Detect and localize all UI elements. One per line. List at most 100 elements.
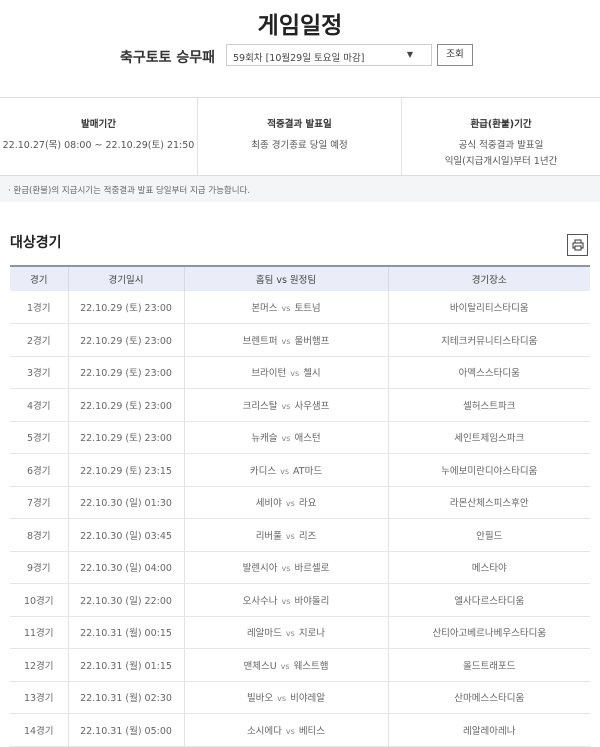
match-teams: 크리스탈 vs 사우샘프 [183, 388, 388, 422]
vs-label: vs [281, 596, 291, 606]
match-datetime: 22.10.29 (토) 23:00 [67, 323, 184, 357]
table-row: 10경기 22.10.30 (일) 22:00 오사수나 vs 바야돌리 엘사다르스… [10, 583, 590, 617]
chevron-down-icon: ▼ [406, 50, 413, 59]
match-venue: 안필드 [387, 518, 590, 552]
match-no: 5경기 [10, 421, 68, 454]
away-team: 웨스트햄 [293, 660, 329, 672]
match-teams: 브렌트퍼 vs 울버햄프 [183, 323, 388, 357]
refund-period-line: 익일(지급개시일)부터 1년간 [444, 156, 558, 167]
match-no: 8경기 [10, 518, 68, 552]
match-no: 9경기 [10, 551, 68, 584]
vs-label: vs [281, 336, 291, 346]
match-datetime: 22.10.31 (월) 00:15 [67, 616, 184, 649]
printer-icon [572, 239, 583, 251]
round-selector-row: 축구토토 승무패 59회차 [10월29일 토요일 마감] ▼ 조회 [0, 44, 600, 66]
match-venue: 누에보미란디야스타디움 [387, 453, 590, 487]
match-venue: 산마메스스타디움 [387, 681, 590, 714]
match-venue: 라몬산체스피스후안 [387, 486, 590, 519]
table-row: 9경기 22.10.30 (일) 04:00 발렌시아 vs 바르셀로 메스타야 [10, 551, 590, 584]
home-team: 카디스 [249, 465, 277, 477]
match-teams: 오사수나 vs 바야돌리 [183, 583, 388, 617]
home-team: 뉴캐슬 [251, 433, 278, 445]
table-row: 14경기 22.10.31 (월) 05:00 소시에다 vs 베티스 레알레아레나 [10, 713, 590, 747]
table-row: 3경기 22.10.29 (토) 23:00 브라이턴 vs 첼시 아멕스스타디움 [10, 356, 590, 389]
match-teams: 리버풀 vs 리즈 [183, 518, 388, 552]
away-team: 첼시 [303, 368, 321, 380]
match-no: 10경기 [10, 583, 68, 617]
match-teams: 레알마드 vs 지로나 [183, 616, 388, 649]
vs-label: vs [281, 401, 291, 411]
table-row: 2경기 22.10.29 (토) 23:00 브렌트퍼 vs 울버햄프 지테크커뮤니… [10, 323, 590, 357]
match-teams: 세비야 vs 라요 [183, 486, 388, 519]
match-datetime: 22.10.31 (월) 02:30 [67, 681, 184, 714]
table-row: 7경기 22.10.30 (일) 01:30 세비야 vs 라요 라몬산체스피스후안 [10, 486, 590, 519]
match-table: 경기 경기일시 홈팀 vs 원정팀 경기장소 1경기 22.10.29 (토) … [10, 265, 590, 747]
match-datetime: 22.10.29 (토) 23:00 [67, 421, 184, 454]
home-team: 맨체스U [243, 660, 277, 672]
table-row: 6경기 22.10.29 (토) 23:15 카디스 vs AT마드 누에보미란디야… [10, 453, 590, 487]
match-venue: 엘사다르스타디움 [387, 583, 590, 617]
match-datetime: 22.10.31 (월) 05:00 [67, 713, 184, 747]
home-team: 브렌트퍼 [242, 335, 278, 347]
away-team: 라요 [298, 498, 317, 510]
refund-note: · 환급(환불)의 지급시기는 적중결과 발표 당일부터 지급 가능합니다. [0, 176, 600, 202]
away-team: 바야돌리 [294, 595, 330, 607]
home-team: 리버풀 [255, 530, 282, 542]
vs-label: vs [280, 661, 290, 671]
match-venue: 바이탈리티스타디움 [387, 291, 590, 324]
match-datetime: 22.10.29 (토) 23:15 [67, 453, 184, 487]
result-date-heading: 적중결과 발표일 [267, 119, 332, 130]
vs-label: vs [285, 499, 295, 509]
home-team: 본머스 [251, 303, 278, 314]
match-teams: 소시에다 vs 베티스 [183, 713, 388, 747]
match-no: 7경기 [10, 486, 68, 519]
info-box: 발매기간 22.10.27(목) 08:00 ~ 22.10.29(토) 21:5… [0, 97, 600, 176]
away-team: 바르셀로 [294, 563, 330, 575]
sale-period: 발매기간 22.10.27(목) 08:00 ~ 22.10.29(토) 21:5… [0, 98, 198, 175]
match-datetime: 22.10.29 (토) 23:00 [67, 291, 184, 324]
sale-period-heading: 발매기간 [81, 119, 116, 130]
result-date-value: 최종 경기종료 당일 예정 [251, 140, 348, 151]
vs-label: vs [277, 694, 287, 704]
refund-period-line: 공식 적중결과 발표일 [458, 140, 544, 151]
vs-label: vs [290, 369, 300, 379]
table-row: 1경기 22.10.29 (토) 23:00 본머스 vs 토트넘 바이탈리티스타디… [10, 291, 590, 324]
away-team: 베티스 [298, 725, 326, 737]
match-venue: 아멕스스타디움 [387, 356, 590, 389]
table-row: 13경기 22.10.31 (월) 02:30 빌바오 vs 비야레알 산마메스스타… [10, 681, 590, 714]
match-no: 11경기 [10, 616, 68, 649]
section-title: 대상경기 [10, 235, 62, 251]
match-venue: 메스타야 [387, 551, 590, 584]
away-team: 리즈 [298, 530, 317, 542]
table-row: 5경기 22.10.29 (토) 23:00 뉴캐슬 vs 애스턴 세인트제임스파크 [10, 421, 590, 454]
search-button[interactable]: 조회 [437, 44, 473, 66]
match-no: 14경기 [10, 713, 68, 747]
vs-label: vs [285, 629, 295, 639]
home-team: 빌바오 [246, 693, 274, 705]
print-button[interactable] [567, 234, 588, 256]
match-no: 2경기 [10, 323, 68, 357]
match-datetime: 22.10.30 (일) 22:00 [67, 583, 184, 617]
match-no: 6경기 [10, 453, 68, 487]
table-row: 8경기 22.10.30 (일) 03:45 리버풀 vs 리즈 안필드 [10, 518, 590, 552]
round-select[interactable]: 59회차 [10월29일 토요일 마감] ▼ [226, 44, 432, 66]
away-team: 사우샘프 [294, 400, 330, 412]
match-datetime: 22.10.30 (일) 01:30 [67, 486, 184, 519]
away-team: 울버햄프 [294, 335, 330, 347]
match-venue: 레알레아레나 [387, 713, 590, 747]
refund-period: 환급(환불)기간 공식 적중결과 발표일 익일(지급개시일)부터 1년간 [402, 98, 600, 175]
match-venue: 지테크커뮤니티스타디움 [387, 323, 590, 357]
match-teams: 맨체스U vs 웨스트햄 [183, 648, 388, 682]
match-venue: 셀허스트파크 [387, 388, 590, 422]
home-team: 레알마드 [246, 628, 282, 640]
page-title: 게임일정 [257, 13, 343, 39]
table-row: 4경기 22.10.29 (토) 23:00 크리스탈 vs 사우샘프 셀허스트파크 [10, 388, 590, 422]
table-row: 11경기 22.10.31 (월) 00:15 레알마드 vs 지로나 산티아고베르… [10, 616, 590, 649]
col-header-venue: 경기장소 [387, 265, 590, 291]
vs-label: vs [281, 564, 291, 574]
match-teams: 뉴캐슬 vs 애스턴 [183, 421, 388, 454]
home-team: 브라이턴 [251, 368, 287, 380]
away-team: 비야레알 [290, 693, 326, 705]
vs-label: vs [281, 304, 291, 313]
